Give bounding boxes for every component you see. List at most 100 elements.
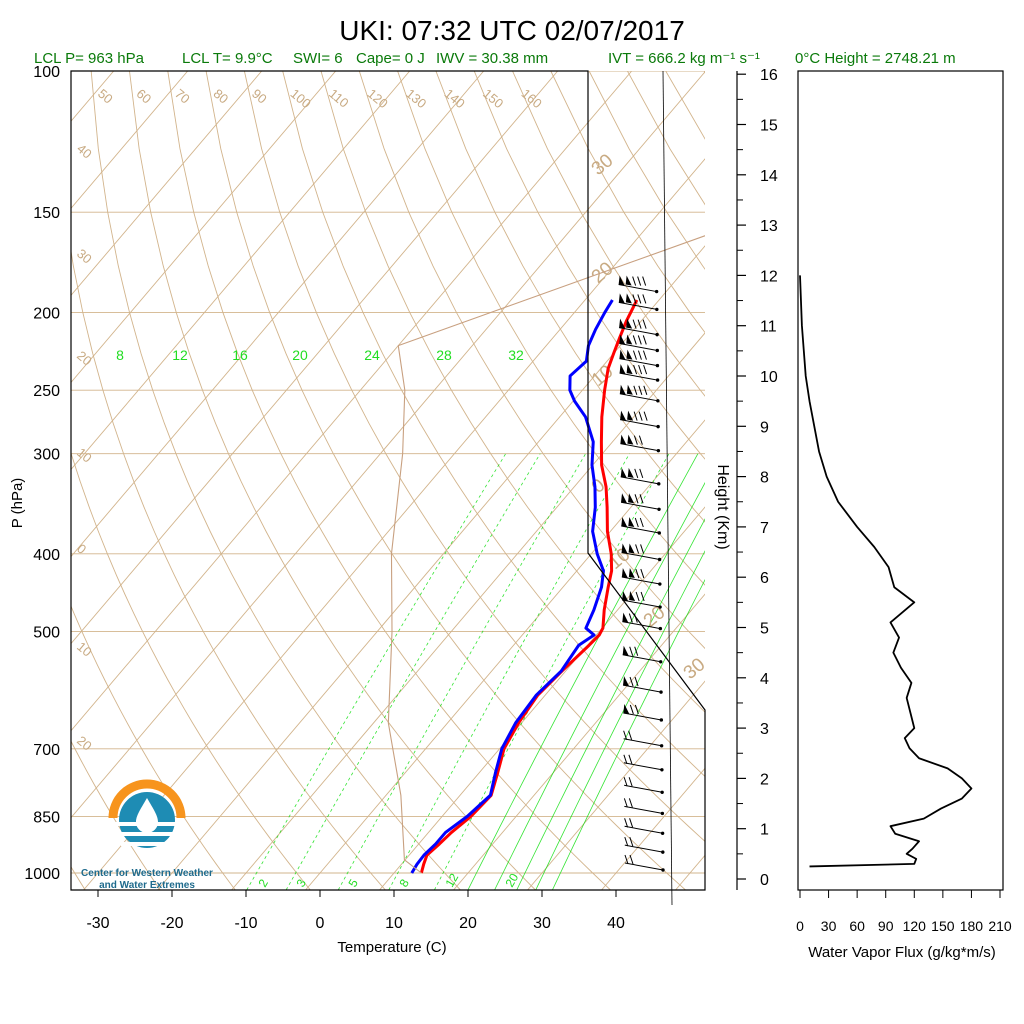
mixing-ratio-label: 20	[292, 347, 308, 363]
height-tick-label: 3	[760, 721, 769, 738]
wind-barb-feather	[640, 568, 645, 579]
wind-barb-pennant	[626, 334, 633, 345]
cw3e-logo: Center for Western Weather and Water Ext…	[81, 779, 213, 891]
wind-barb-feather	[637, 276, 642, 286]
wind-barb-feather	[642, 350, 647, 360]
wind-barb-pennant	[623, 676, 630, 687]
wind-barb-feather	[624, 818, 629, 828]
dry-adiabat-label: 90	[249, 86, 270, 107]
isotherm-line	[231, 332, 705, 890]
wind-barb-staff	[624, 862, 664, 871]
wind-barb-pennant	[623, 703, 630, 714]
flux-tick-label: 180	[960, 918, 984, 934]
isotherm-line	[157, 245, 705, 890]
dry-adiabat-line	[90, 71, 461, 890]
wind-barb-pennant	[618, 275, 625, 286]
dry-adiabat-label: 110	[326, 86, 352, 111]
wind-barb-pennant	[622, 645, 629, 656]
wind-barb	[624, 854, 665, 872]
dry-adiabat-label: 150	[480, 86, 506, 111]
wind-barb-staff	[620, 476, 659, 485]
mixing-ratio-label: 24	[364, 347, 380, 363]
height-tick-label: 0	[760, 872, 769, 889]
wind-barb-feather	[633, 435, 638, 445]
dry-adiabat-label: 140	[442, 86, 468, 111]
wind-barb	[623, 777, 664, 794]
wind-barb-feather	[640, 544, 645, 554]
wind-barb-staff	[618, 284, 657, 293]
dry-adiabat-label: 70	[172, 86, 193, 107]
x-axis-label: Temperature (C)	[337, 939, 446, 956]
wind-barb-feather	[635, 591, 640, 602]
dry-adiabat-line	[397, 71, 705, 586]
wind-barb-feather	[628, 730, 633, 740]
isotherm-label-right: 10	[588, 361, 618, 391]
wind-barb-feather	[635, 568, 640, 579]
wind-barb	[623, 798, 665, 816]
wind-barb-feather	[633, 613, 638, 623]
wind-barb-feather	[642, 294, 647, 304]
wind-barb-pennant	[625, 293, 632, 304]
wind-barb-staff	[620, 419, 659, 428]
mixing-ratio-label: 5	[345, 876, 361, 889]
mixing-ratio-line	[285, 453, 541, 890]
wind-barb-pennant	[622, 591, 629, 602]
wind-barb-feather	[629, 704, 634, 715]
mixing-ratio-line	[337, 453, 586, 890]
mixing-ratio-label: 12	[172, 347, 188, 363]
cw3e-logo-wave-3	[121, 842, 173, 846]
y-tick-label: 250	[33, 383, 60, 400]
isotherm-label-left: 0	[74, 541, 89, 557]
mixing-ratio-line	[434, 453, 670, 890]
height-tick-label: 12	[760, 268, 778, 285]
wind-barb-staff	[619, 393, 658, 402]
wind-barb-feather	[639, 468, 644, 479]
wind-barb-pennant	[619, 384, 626, 395]
chart-subtitle: LCL P= 963 hPa LCL T= 9.9°C SWI= 6 Cape=…	[34, 50, 956, 67]
wind-barb-staff	[622, 599, 661, 608]
mixing-ratio-labels: 8 12 16 20 24 28 322 3 5 8 12 20	[116, 347, 524, 890]
wind-barb-pennant	[619, 334, 626, 345]
wind-barb-feather	[634, 676, 639, 687]
wind-barb	[622, 645, 663, 664]
wind-staff-axis	[662, 70, 673, 906]
height-tick-label: 1	[760, 822, 769, 839]
isotherm-line	[83, 158, 705, 890]
isotherm-line	[601, 767, 705, 890]
wind-barb-pennant	[627, 434, 634, 445]
mixing-ratio-line	[516, 518, 705, 890]
wind-barb-staff	[622, 654, 661, 663]
isotherm-line	[71, 71, 633, 732]
lcl-pressure-text: LCL P= 963 hPa	[34, 50, 145, 67]
mixing-ratio-label: 16	[232, 347, 248, 363]
mixing-ratio-line	[246, 453, 507, 890]
wind-barb-feather	[638, 435, 643, 445]
mixing-ratio-label: 8	[116, 347, 124, 363]
flux-tick-label: 120	[903, 918, 927, 934]
wind-barb-feather	[629, 854, 634, 865]
flux-tick-label: 210	[988, 918, 1012, 934]
height-tick-label: 16	[760, 67, 778, 84]
isotherm-line	[379, 506, 705, 890]
wind-barbs	[618, 275, 665, 872]
wind-barb-feather	[633, 385, 638, 395]
wind-barb-pennant	[619, 349, 626, 360]
flux-tick-label: 30	[821, 918, 837, 934]
y-tick-label: 700	[33, 742, 60, 759]
dewpoint-line	[410, 299, 614, 874]
y-tick-label: 200	[33, 305, 60, 322]
wind-barb-pennant	[618, 293, 625, 304]
dry-adiabat-line	[550, 71, 705, 334]
wind-barb	[620, 410, 660, 429]
wind-barb-feather	[643, 385, 648, 395]
vapor-flux-frame	[797, 70, 1004, 891]
skewt-background-grid	[71, 71, 705, 890]
wind-barb-pennant	[627, 467, 634, 478]
chart-title: UKI: 07:32 UTC 02/07/2017	[339, 15, 685, 46]
wind-barb-pennant	[622, 612, 629, 623]
ivt-text: IVT = 666.2 kg m⁻¹ s⁻¹	[608, 50, 760, 67]
wind-barb-pennant	[626, 318, 633, 329]
height-tick-label: 7	[760, 520, 769, 537]
isotherm-label-left: 30	[74, 246, 95, 267]
vapor-flux-series	[799, 275, 973, 868]
